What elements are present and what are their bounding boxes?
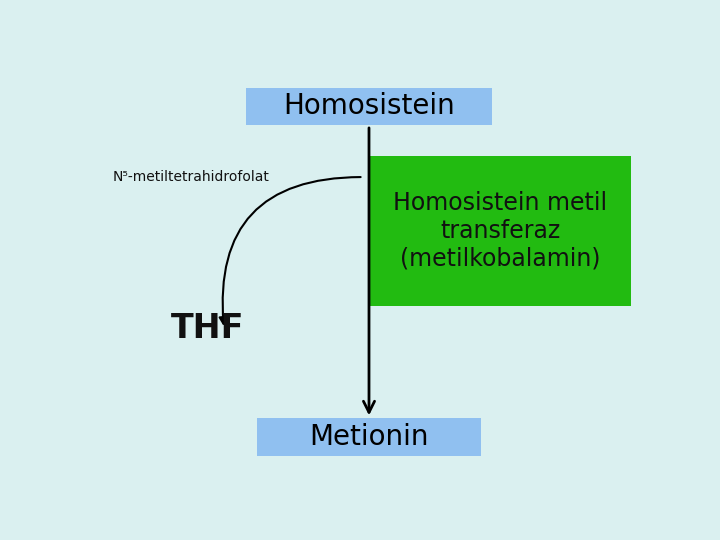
Text: Homosistein: Homosistein bbox=[283, 92, 455, 120]
FancyBboxPatch shape bbox=[369, 156, 631, 306]
FancyBboxPatch shape bbox=[246, 87, 492, 125]
Text: Metionin: Metionin bbox=[310, 423, 428, 451]
Text: THF: THF bbox=[171, 312, 244, 346]
Text: Homosistein metil
transferaz
(metilkobalamin): Homosistein metil transferaz (metilkobal… bbox=[393, 191, 607, 271]
Text: N⁵-metiltetrahidrofolat: N⁵-metiltetrahidrofolat bbox=[112, 170, 269, 184]
FancyBboxPatch shape bbox=[258, 418, 481, 456]
